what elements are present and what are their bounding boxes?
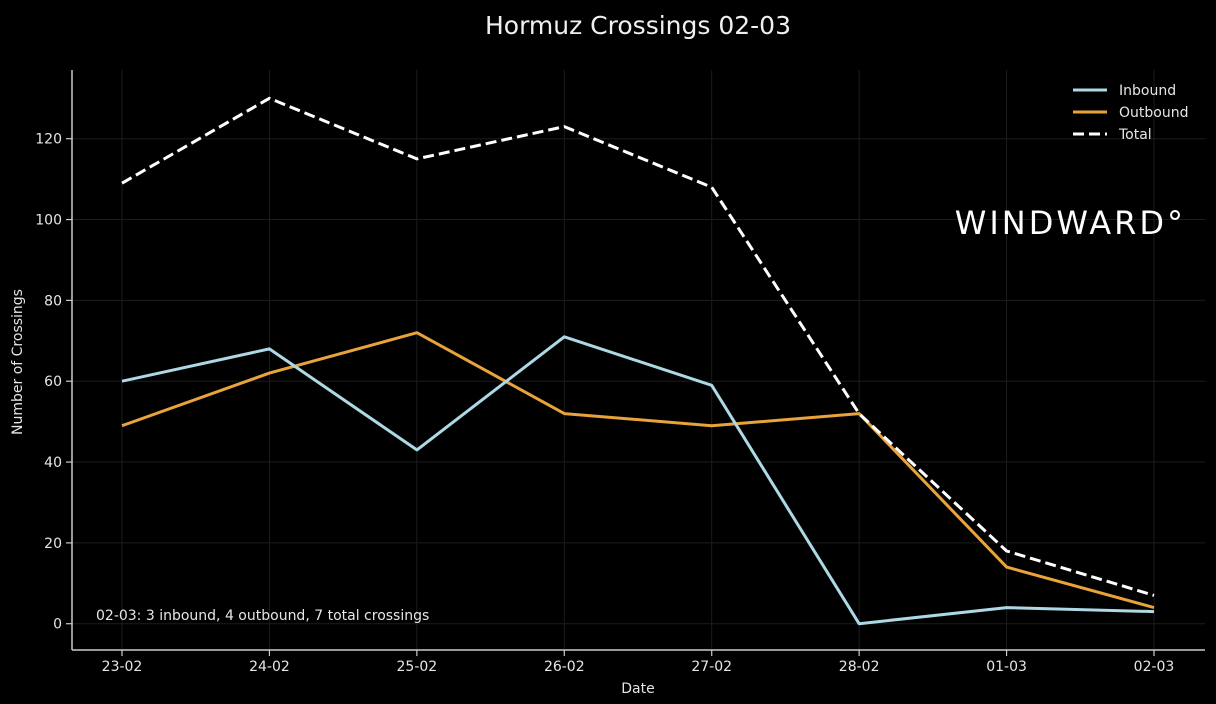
x-tick-label: 25-02 [397, 659, 438, 675]
x-axis-label: Date [621, 681, 654, 697]
annotation-text: 02-03: 3 inbound, 4 outbound, 7 total cr… [96, 608, 429, 624]
y-tick-label: 0 [53, 617, 62, 633]
y-tick-label: 60 [44, 374, 62, 390]
x-tick-label: 27-02 [691, 659, 732, 675]
y-tick-label: 100 [35, 213, 62, 229]
y-tick-label: 20 [44, 536, 62, 552]
series-line-outbound [121, 331, 1155, 610]
grid [72, 70, 1205, 650]
x-tick-label: 23-02 [102, 659, 143, 675]
x-tick-label: 24-02 [249, 659, 290, 675]
series-lines [121, 96, 1155, 626]
legend: Inbound Outbound Total [1073, 83, 1188, 143]
x-tick-label: 02-03 [1134, 659, 1175, 675]
y-tick-label: 80 [44, 293, 62, 309]
ticks: 0 20 40 60 80 100 120 23-02 24-02 25-02 26-02 27-02… [35, 132, 1174, 675]
series-line-total [121, 96, 1155, 597]
x-tick-label: 28-02 [839, 659, 880, 675]
axes [71, 70, 1205, 651]
y-tick-label: 40 [44, 455, 62, 471]
y-tick-label: 120 [35, 132, 62, 148]
y-axis-label: Number of Crossings [10, 289, 26, 435]
x-tick-label: 01-03 [986, 659, 1027, 675]
legend-label-total: Total [1118, 127, 1152, 143]
legend-label-outbound: Outbound [1119, 105, 1188, 121]
series-line-inbound [121, 335, 1155, 626]
windward-logo-watermark: WINDWARD° [955, 204, 1186, 242]
chart-title: Hormuz Crossings 02-03 [485, 11, 791, 40]
x-tick-label: 26-02 [544, 659, 585, 675]
legend-label-inbound: Inbound [1119, 83, 1176, 99]
